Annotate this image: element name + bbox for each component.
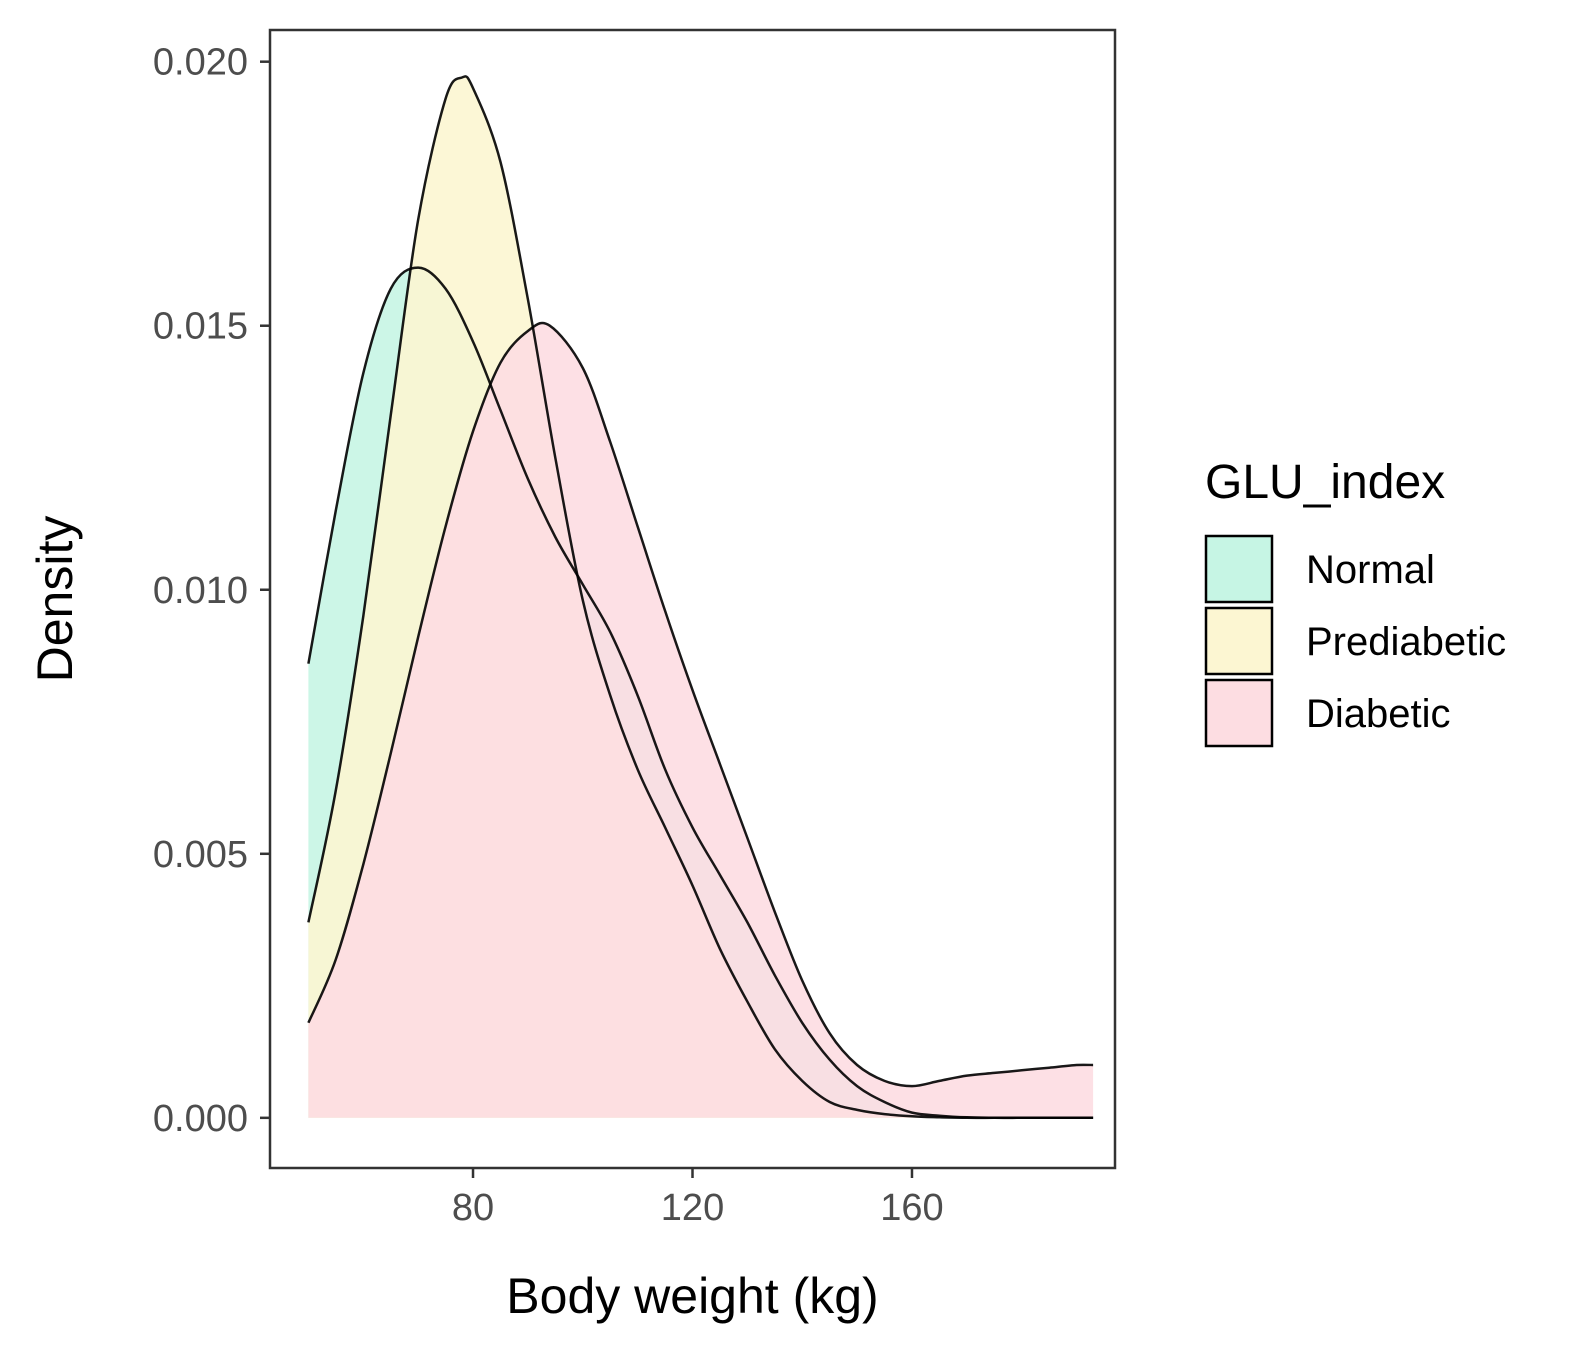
- legend-label-normal: Normal: [1306, 548, 1435, 592]
- x-tick-label: 120: [661, 1187, 724, 1229]
- x-tick-label: 80: [452, 1187, 494, 1229]
- y-tick-label: 0.005: [153, 834, 248, 876]
- legend-key-normal: [1204, 534, 1274, 604]
- density-line-diabetic: [307, 321, 1094, 1088]
- legend-key-prediabetic: [1204, 606, 1274, 676]
- y-axis-title: Density: [27, 516, 83, 683]
- legend-title: GLU_index: [1205, 456, 1445, 509]
- density-line-prediabetic: [307, 75, 1094, 1120]
- y-tick-label: 0.020: [153, 42, 248, 84]
- density-curves: [307, 75, 1094, 1120]
- y-tick-label: 0.010: [153, 570, 248, 612]
- density-area-diabetic: [308, 322, 1094, 1118]
- legend: GLU_index Normal Prediabetic Diabetic: [1204, 456, 1506, 748]
- axes: 80 120 160 0.000 0.005 0.010 0.015 0.020: [153, 42, 944, 1229]
- legend-key-diabetic: [1204, 678, 1274, 748]
- legend-items: Normal Prediabetic Diabetic: [1204, 534, 1506, 748]
- legend-label-diabetic: Diabetic: [1306, 692, 1451, 736]
- x-axis-title: Body weight (kg): [506, 1268, 878, 1324]
- legend-label-prediabetic: Prediabetic: [1306, 620, 1506, 664]
- y-tick-label: 0.000: [153, 1098, 248, 1140]
- x-tick-label: 160: [880, 1187, 943, 1229]
- y-tick-label: 0.015: [153, 306, 248, 348]
